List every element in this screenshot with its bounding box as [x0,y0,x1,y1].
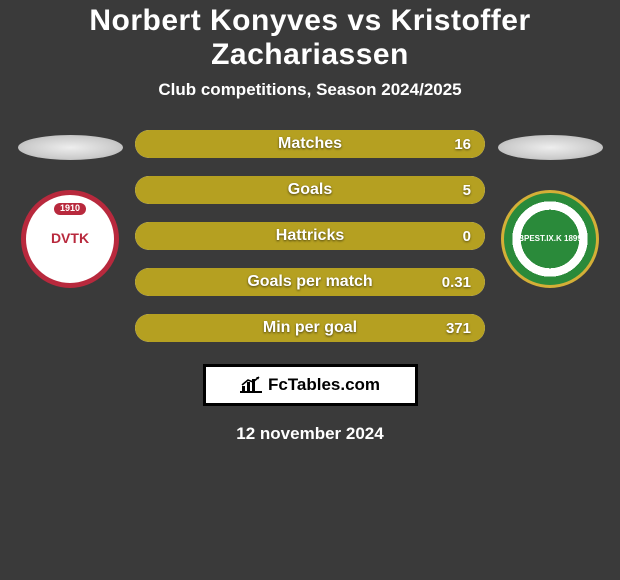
subtitle: Club competitions, Season 2024/2025 [10,80,610,100]
stat-value-right: 5 [463,182,471,199]
stat-label: Goals [288,181,332,199]
stat-label: Goals per match [247,273,372,291]
brand-text: FcTables.com [268,375,380,395]
crest-center: BPEST.IX.K 1899 [518,235,582,244]
stats-column: Matches 16 Goals 5 Hattricks 0 Goals per match… [130,130,490,342]
brand-box[interactable]: FcTables.com [203,364,418,406]
chart-icon [240,376,262,394]
left-club-crest: 1910 DVTK [21,190,119,288]
crest-abbr: DVTK [51,231,89,246]
stat-value-right: 0.31 [442,274,471,291]
left-player-col: 1910 DVTK [10,130,130,288]
right-player-col: BPEST.IX.K 1899 [490,130,610,288]
main-row: 1910 DVTK Matches 16 Goals 5 Hattricks 0 Goals… [10,130,610,342]
stat-value-right: 371 [446,320,471,337]
date-text: 12 november 2024 [10,424,610,444]
stat-value-right: 16 [454,136,471,153]
stat-bar: Goals 5 [135,176,485,204]
right-player-photo [498,135,603,160]
stat-value-right: 0 [463,228,471,245]
stat-bar: Matches 16 [135,130,485,158]
left-player-photo [18,135,123,160]
page-title: Norbert Konyves vs Kristoffer Zachariass… [10,0,610,80]
stat-bar: Min per goal 371 [135,314,485,342]
stat-bar: Hattricks 0 [135,222,485,250]
crest-year: 1910 [54,203,86,215]
comparison-card: Norbert Konyves vs Kristoffer Zachariass… [0,0,620,444]
right-club-crest: BPEST.IX.K 1899 [501,190,599,288]
stat-label: Hattricks [276,227,344,245]
stat-label: Matches [278,135,342,153]
stat-bar: Goals per match 0.31 [135,268,485,296]
stat-label: Min per goal [263,319,357,337]
